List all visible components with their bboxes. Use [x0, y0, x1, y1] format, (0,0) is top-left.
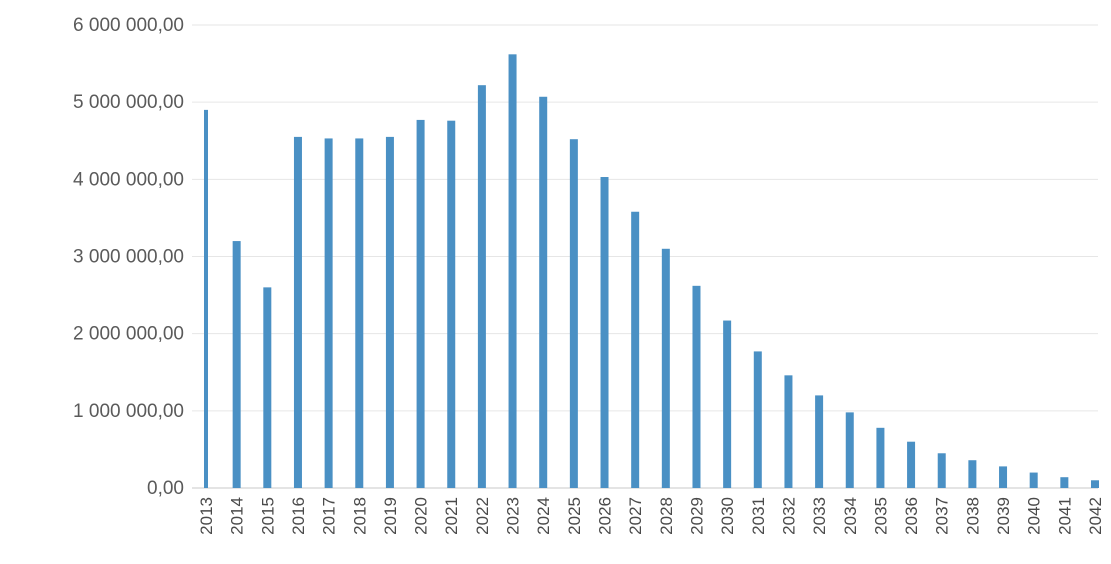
bar-2042 — [1091, 480, 1099, 488]
x-tick-label: 2014 — [228, 497, 247, 535]
x-tick-label: 2041 — [1055, 497, 1074, 535]
x-tick-label: 2020 — [412, 497, 431, 535]
bar-2041 — [1060, 477, 1069, 488]
bars — [204, 54, 1099, 489]
x-tick-label: 2026 — [596, 497, 615, 535]
x-tick-label: 2021 — [442, 497, 461, 535]
x-tick-label: 2027 — [626, 497, 645, 535]
bar-2022 — [477, 85, 486, 488]
y-tick-label: 4 000 000,00 — [73, 169, 184, 190]
x-tick-label: 2016 — [289, 497, 308, 535]
x-tick-label: 2022 — [473, 497, 492, 535]
bar-2035 — [876, 427, 885, 488]
y-axis-tick-labels: 0,00 1 000 000,00 2 000 000,00 3 000 000,00… — [73, 15, 184, 499]
bar-2014 — [232, 241, 241, 488]
bar-2024 — [539, 96, 548, 488]
bar-2017 — [324, 138, 333, 488]
y-tick-label: 6 000 000,00 — [73, 15, 184, 36]
x-tick-label: 2039 — [994, 497, 1013, 535]
bar-2018 — [355, 138, 364, 488]
x-tick-label: 2033 — [810, 497, 829, 535]
x-tick-label: 2017 — [320, 497, 339, 535]
x-tick-label: 2042 — [1086, 497, 1105, 535]
bar-2021 — [447, 120, 456, 488]
y-tick-label: 2 000 000,00 — [73, 324, 184, 345]
x-tick-label: 2023 — [504, 497, 523, 535]
x-tick-label: 2028 — [657, 497, 676, 535]
bar-2016 — [293, 136, 302, 488]
bar-2039 — [999, 466, 1008, 488]
y-tick-label: 3 000 000,00 — [73, 247, 184, 268]
x-tick-label: 2015 — [258, 497, 277, 535]
x-tick-label: 2034 — [841, 497, 860, 535]
x-tick-label: 2025 — [565, 497, 584, 535]
x-tick-label: 2031 — [749, 497, 768, 535]
x-tick-label: 2029 — [687, 497, 706, 535]
bar-2028 — [661, 248, 670, 488]
x-tick-label: 2019 — [381, 497, 400, 535]
bar-2025 — [569, 139, 578, 488]
bar-2033 — [815, 395, 824, 488]
gridlines — [192, 24, 1098, 489]
bar-2037 — [937, 453, 946, 488]
bar-2029 — [692, 285, 701, 488]
x-tick-label: 2018 — [350, 497, 369, 535]
bar-2040 — [1029, 472, 1038, 488]
bar-2019 — [385, 136, 394, 488]
bar-2030 — [723, 320, 732, 488]
x-tick-label: 2013 — [197, 497, 216, 535]
bar-2038 — [968, 460, 977, 488]
bar-2034 — [845, 412, 854, 488]
bar-2020 — [416, 119, 425, 488]
bar-2027 — [631, 211, 640, 488]
x-tick-label: 2036 — [902, 497, 921, 535]
x-tick-label: 2030 — [718, 497, 737, 535]
bar-2015 — [263, 287, 272, 488]
x-tick-label: 2037 — [933, 497, 952, 535]
x-tick-label: 2035 — [871, 497, 890, 535]
x-axis-tick-labels: 2013 2014 2015 2016 2017 2018 2019 2020 2021 2022… — [197, 497, 1105, 535]
bar-2026 — [600, 177, 609, 489]
y-tick-label: 5 000 000,00 — [73, 92, 184, 113]
y-tick-label: 0,00 — [147, 478, 184, 499]
x-tick-label: 2024 — [534, 497, 553, 535]
bar-2023 — [508, 54, 517, 488]
x-tick-label: 2032 — [779, 497, 798, 535]
x-tick-label: 2040 — [1025, 497, 1044, 535]
bar-2013 — [204, 109, 208, 488]
bar-2031 — [753, 351, 762, 488]
y-tick-label: 1 000 000,00 — [73, 401, 184, 422]
bar-2032 — [784, 375, 793, 488]
bar-2036 — [907, 441, 916, 488]
x-tick-label: 2038 — [963, 497, 982, 535]
